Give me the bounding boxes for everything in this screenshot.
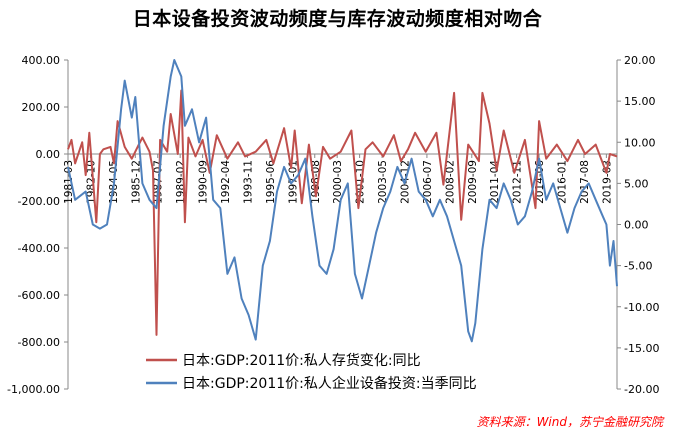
right-axis-tick-label: 20.00 [624,54,656,67]
x-axis-tick-label: 2011-04 [489,160,501,204]
chart-title: 日本设备投资波动频度与库存波动频度相对吻合 [132,8,543,30]
left-axis-tick-label: -200.00 [18,195,60,208]
x-axis-tick-label: 2017-08 [579,160,591,204]
x-axis-tick-label: 1993-11 [242,160,254,204]
x-axis: 1981-03 1982-10 1984-05 1985-12 1987-07 1989-… [63,153,617,204]
right-axis-tick-label: -10.00 [624,301,659,314]
left-axis-tick-label: -600.00 [18,289,60,302]
right-axis-tick-label: -15.00 [624,342,659,355]
x-axis-tick-label: 1990-09 [198,160,210,204]
right-axis: 20.00 15.00 10.00 5.00 0.00 -5.00 -10.00 -15.00… [616,54,659,396]
x-axis-tick-label: 1995-06 [265,160,277,204]
x-axis-tick-label: 1992-04 [220,160,232,204]
x-axis-tick-label: 2019-03 [601,160,613,204]
x-axis-tick-label: 1981-03 [63,160,75,204]
series-group [67,59,618,343]
right-axis-tick-label: -5.00 [624,260,652,273]
x-axis-tick-label: 1985-12 [130,160,142,204]
series-line-2 [67,59,618,343]
right-axis-tick-label: 15.00 [624,95,656,108]
right-axis-tick-label: 5.00 [624,177,649,190]
left-axis-tick-label: -800.00 [18,336,60,349]
left-axis-tick-label: 200.00 [22,101,61,114]
x-axis-tick-label: 2006-07 [422,160,434,204]
x-axis-tick-label: 2016-01 [557,160,569,204]
left-axis-tick-label: -400.00 [18,242,60,255]
legend-label-2: 日本:GDP:2011价:私人企业设备投资:当季同比 [182,375,477,392]
x-axis-tick-label: 2009-09 [467,160,479,204]
legend: 日本:GDP:2011价:私人存货变化:同比日本:GDP:2011价:私人企业设… [146,352,477,392]
left-axis-tick-label: -1,000.00 [7,383,60,396]
series-line-1 [67,89,618,336]
left-axis-tick-label: 0.00 [36,148,61,161]
source-note: 资料来源：Wind，苏宁金融研究院 [476,415,663,429]
left-axis-tick-label: 400.00 [22,54,61,67]
right-axis-tick-label: -20.00 [624,383,659,396]
x-axis-tick-label: 2000-03 [332,160,344,204]
left-axis: 400.00 200.00 0.00 -200.00 -400.00 -600.00 -80… [7,54,69,396]
x-axis-tick-label: 2008-02 [444,160,456,204]
right-axis-tick-label: 0.00 [624,219,649,232]
legend-label-1: 日本:GDP:2011价:私人存货变化:同比 [182,352,421,369]
right-axis-tick-label: 10.00 [624,136,656,149]
x-axis-tick-label: 2003-05 [377,160,389,204]
